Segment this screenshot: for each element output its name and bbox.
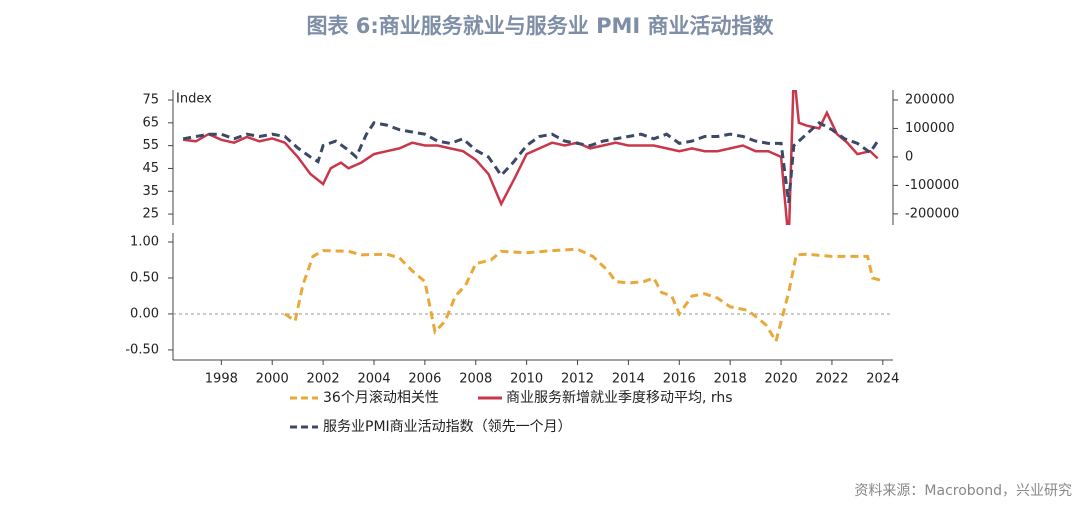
x-tick-label: 2024 (866, 372, 899, 387)
x-tick-label: 2014 (612, 372, 645, 387)
y-tick-label: 45 (142, 161, 159, 176)
plot-area (284, 247, 881, 346)
y2-tick-label: 100000 (905, 121, 955, 136)
y-tick-label: 1.00 (130, 234, 159, 249)
series-line (182, 120, 879, 203)
x-tick-label: 2002 (307, 372, 340, 387)
source: 资料来源：Macrobond，兴业研究 (854, 483, 1072, 499)
y-tick-label: 35 (142, 184, 159, 199)
x-tick-label: 1998 (205, 372, 238, 387)
series-line (183, 90, 879, 225)
chart-title: 图表 6:商业服务就业与服务业 PMI 商业活动指数 (306, 14, 774, 38)
x-tick-label: 2008 (459, 372, 492, 387)
y2-tick-label: -100000 (905, 178, 959, 193)
series-line (284, 247, 881, 346)
y2-tick-label: -200000 (905, 206, 959, 221)
x-tick-label: 2010 (510, 372, 543, 387)
legend: 36个月滚动相关性 商业服务新增就业季度移动平均, rhs 服务业PMI商业活动… (290, 389, 733, 435)
x-tick-label: 2000 (256, 372, 289, 387)
y-tick-label: 65 (142, 115, 159, 130)
y2-tick-label: 0 (905, 149, 913, 164)
x-tick-label: 2006 (408, 372, 441, 387)
x-tick-label: 2020 (765, 372, 798, 387)
y-tick-label: 0.00 (130, 306, 159, 321)
x-tick-label: 2022 (815, 372, 848, 387)
annotation: Index (176, 92, 212, 107)
y-tick-label: -0.50 (125, 342, 159, 357)
x-tick-label: 2004 (357, 372, 390, 387)
plot-area (182, 90, 879, 225)
y-tick-label: 75 (142, 93, 159, 108)
x-tick-label: 2018 (714, 372, 747, 387)
y-tick-label: 55 (142, 138, 159, 153)
y-tick-label: 0.50 (130, 270, 159, 285)
x-tick-label: 2012 (561, 372, 594, 387)
legend-label: 36个月滚动相关性 (323, 389, 439, 406)
legend-label: 商业服务新增就业季度移动平均, rhs (506, 390, 733, 406)
y-tick-label: 25 (142, 207, 159, 222)
x-tick-label: 2016 (663, 372, 696, 387)
legend-label: 服务业PMI商业活动指数（领先一个月） (323, 419, 572, 435)
y2-tick-label: 200000 (905, 92, 955, 107)
